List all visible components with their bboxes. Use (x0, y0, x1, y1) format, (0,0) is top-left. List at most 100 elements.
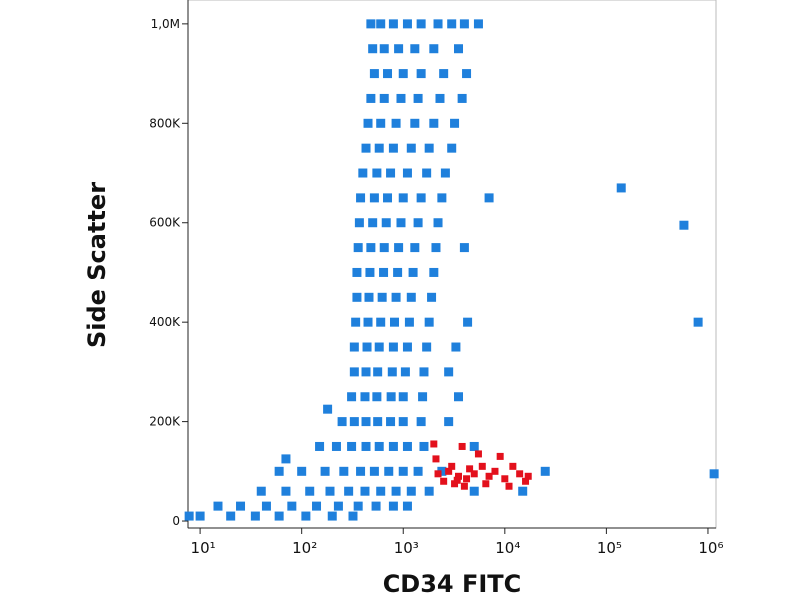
point (297, 466, 307, 476)
point (373, 417, 383, 427)
point (391, 486, 401, 496)
point (518, 486, 528, 496)
point (312, 501, 322, 511)
point (381, 218, 391, 228)
point (451, 342, 461, 352)
point (693, 317, 703, 327)
point (327, 511, 337, 521)
point (236, 501, 246, 511)
point (413, 218, 423, 228)
point (368, 44, 378, 54)
point (413, 93, 423, 103)
point (287, 501, 297, 511)
point (404, 317, 414, 327)
point (361, 367, 371, 377)
point (418, 392, 428, 402)
point (364, 292, 374, 302)
point (366, 19, 376, 29)
point (433, 19, 443, 29)
point (679, 220, 689, 230)
point (430, 440, 438, 448)
point (422, 342, 432, 352)
point (447, 143, 457, 153)
point (361, 417, 371, 427)
point (398, 417, 408, 427)
point (369, 69, 379, 79)
point (459, 243, 469, 253)
y-tick-label: 400K (149, 315, 181, 329)
point (524, 472, 532, 480)
point (376, 19, 386, 29)
point (369, 466, 379, 476)
point (616, 183, 626, 193)
point (365, 267, 375, 277)
x-tick-label: 10³ (394, 539, 419, 557)
point (394, 44, 404, 54)
point (371, 501, 381, 511)
point (386, 417, 396, 427)
point (406, 143, 416, 153)
point (459, 19, 469, 29)
point (184, 511, 194, 521)
point (402, 19, 412, 29)
x-axis-title: CD34 FITC (383, 570, 522, 598)
point (360, 392, 370, 402)
point (408, 267, 418, 277)
point (424, 143, 434, 153)
point (383, 69, 393, 79)
point (505, 482, 513, 490)
point (195, 511, 205, 521)
point (369, 193, 379, 203)
point (331, 441, 341, 451)
y-tick-label: 600K (149, 216, 181, 230)
point (440, 168, 450, 178)
point (393, 267, 403, 277)
point (429, 118, 439, 128)
point (376, 486, 386, 496)
point (361, 143, 371, 153)
point (352, 267, 362, 277)
point (301, 511, 311, 521)
point (261, 501, 271, 511)
point (396, 93, 406, 103)
point (379, 44, 389, 54)
point (473, 19, 483, 29)
point (366, 243, 376, 253)
point (348, 511, 358, 521)
point (386, 392, 396, 402)
point (410, 118, 420, 128)
point (437, 466, 447, 476)
point (463, 475, 471, 483)
point (344, 486, 354, 496)
point (406, 292, 416, 302)
point (377, 292, 387, 302)
point (463, 317, 473, 327)
point (454, 44, 464, 54)
point (469, 486, 479, 496)
point (416, 193, 426, 203)
point (432, 455, 440, 463)
point (274, 511, 284, 521)
point (496, 452, 504, 460)
point (333, 501, 343, 511)
x-tick-label: 10² (292, 539, 317, 557)
point (339, 466, 349, 476)
y-tick-label: 200K (149, 415, 181, 429)
point (281, 486, 291, 496)
y-tick-label: 1,0M (151, 17, 180, 31)
point (453, 476, 461, 484)
point (384, 466, 394, 476)
point (416, 19, 426, 29)
point (419, 367, 429, 377)
point (376, 118, 386, 128)
point (372, 392, 382, 402)
point (349, 417, 359, 427)
point (450, 118, 460, 128)
point (361, 441, 371, 451)
point (396, 218, 406, 228)
point (455, 472, 463, 480)
point (362, 342, 372, 352)
point (444, 417, 454, 427)
